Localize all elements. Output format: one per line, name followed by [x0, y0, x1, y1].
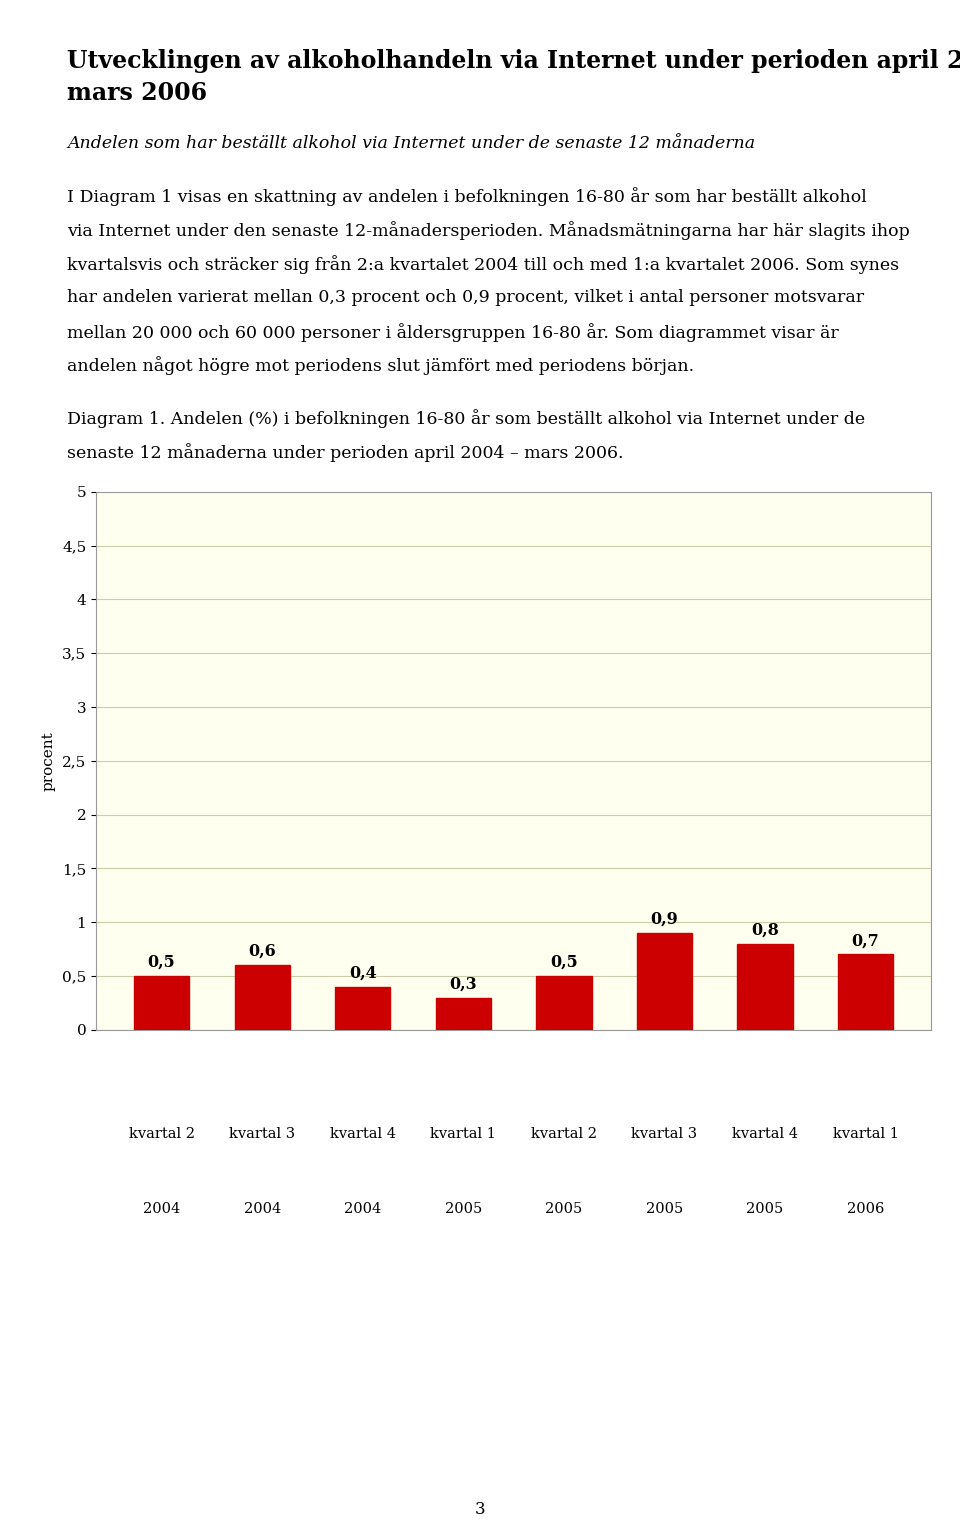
Text: 0,3: 0,3 [449, 974, 477, 993]
Text: har andelen varierat mellan 0,3 procent och 0,9 procent, vilket i antal personer: har andelen varierat mellan 0,3 procent … [67, 289, 864, 306]
Text: 2004: 2004 [244, 1202, 281, 1216]
Text: Diagram 1. Andelen (%) i befolkningen 16-80 år som beställt alkohol via Internet: Diagram 1. Andelen (%) i befolkningen 16… [67, 409, 865, 427]
Text: kvartal 3: kvartal 3 [632, 1127, 698, 1140]
Text: Utvecklingen av alkoholhandeln via Internet under perioden april 2004 –: Utvecklingen av alkoholhandeln via Inter… [67, 49, 960, 74]
Bar [234, 965, 290, 1030]
Bar [737, 944, 793, 1030]
Text: kvartalsvis och sträcker sig från 2:a kvartalet 2004 till och med 1:a kvartalet : kvartalsvis och sträcker sig från 2:a kv… [67, 255, 900, 274]
Text: I Diagram 1 visas en skattning av andelen i befolkningen 16-80 år som har bestäl: I Diagram 1 visas en skattning av andele… [67, 188, 867, 206]
Text: 2005: 2005 [545, 1202, 583, 1216]
Text: kvartal 4: kvartal 4 [329, 1127, 396, 1140]
Text: 2005: 2005 [746, 1202, 783, 1216]
Bar [838, 954, 893, 1030]
Text: 0,4: 0,4 [348, 964, 376, 982]
Text: via Internet under den senaste 12-månadersperioden. Månadsmätningarna har här sl: via Internet under den senaste 12-månade… [67, 221, 910, 240]
Text: kvartal 1: kvartal 1 [832, 1127, 899, 1140]
Text: 0,9: 0,9 [651, 910, 679, 928]
Text: mellan 20 000 och 60 000 personer i åldersgruppen 16-80 år. Som diagrammet visar: mellan 20 000 och 60 000 personer i ålde… [67, 323, 839, 341]
Text: Andelen som har beställt alkohol via Internet under de senaste 12 månaderna: Andelen som har beställt alkohol via Int… [67, 135, 756, 152]
Text: kvartal 3: kvartal 3 [229, 1127, 296, 1140]
Text: 0,5: 0,5 [148, 953, 176, 971]
Text: 2004: 2004 [344, 1202, 381, 1216]
Text: mars 2006: mars 2006 [67, 81, 207, 106]
Text: kvartal 1: kvartal 1 [430, 1127, 496, 1140]
Text: 2006: 2006 [847, 1202, 884, 1216]
Text: 2005: 2005 [444, 1202, 482, 1216]
Text: kvartal 4: kvartal 4 [732, 1127, 798, 1140]
Text: 0,7: 0,7 [852, 931, 879, 950]
Bar [537, 976, 591, 1030]
Text: 0,6: 0,6 [249, 942, 276, 961]
Text: 3: 3 [474, 1500, 486, 1519]
Bar [134, 976, 189, 1030]
Bar [436, 998, 491, 1030]
Text: 0,5: 0,5 [550, 953, 578, 971]
Text: kvartal 2: kvartal 2 [129, 1127, 195, 1140]
Y-axis label: procent: procent [41, 732, 55, 790]
Text: 0,8: 0,8 [751, 921, 779, 939]
Text: 2005: 2005 [646, 1202, 684, 1216]
Bar [335, 987, 391, 1030]
Bar [636, 933, 692, 1030]
Text: senaste 12 månaderna under perioden april 2004 – mars 2006.: senaste 12 månaderna under perioden apri… [67, 443, 624, 461]
Text: 2004: 2004 [143, 1202, 180, 1216]
Text: kvartal 2: kvartal 2 [531, 1127, 597, 1140]
Text: andelen något högre mot periodens slut jämfört med periodens början.: andelen något högre mot periodens slut j… [67, 357, 694, 375]
